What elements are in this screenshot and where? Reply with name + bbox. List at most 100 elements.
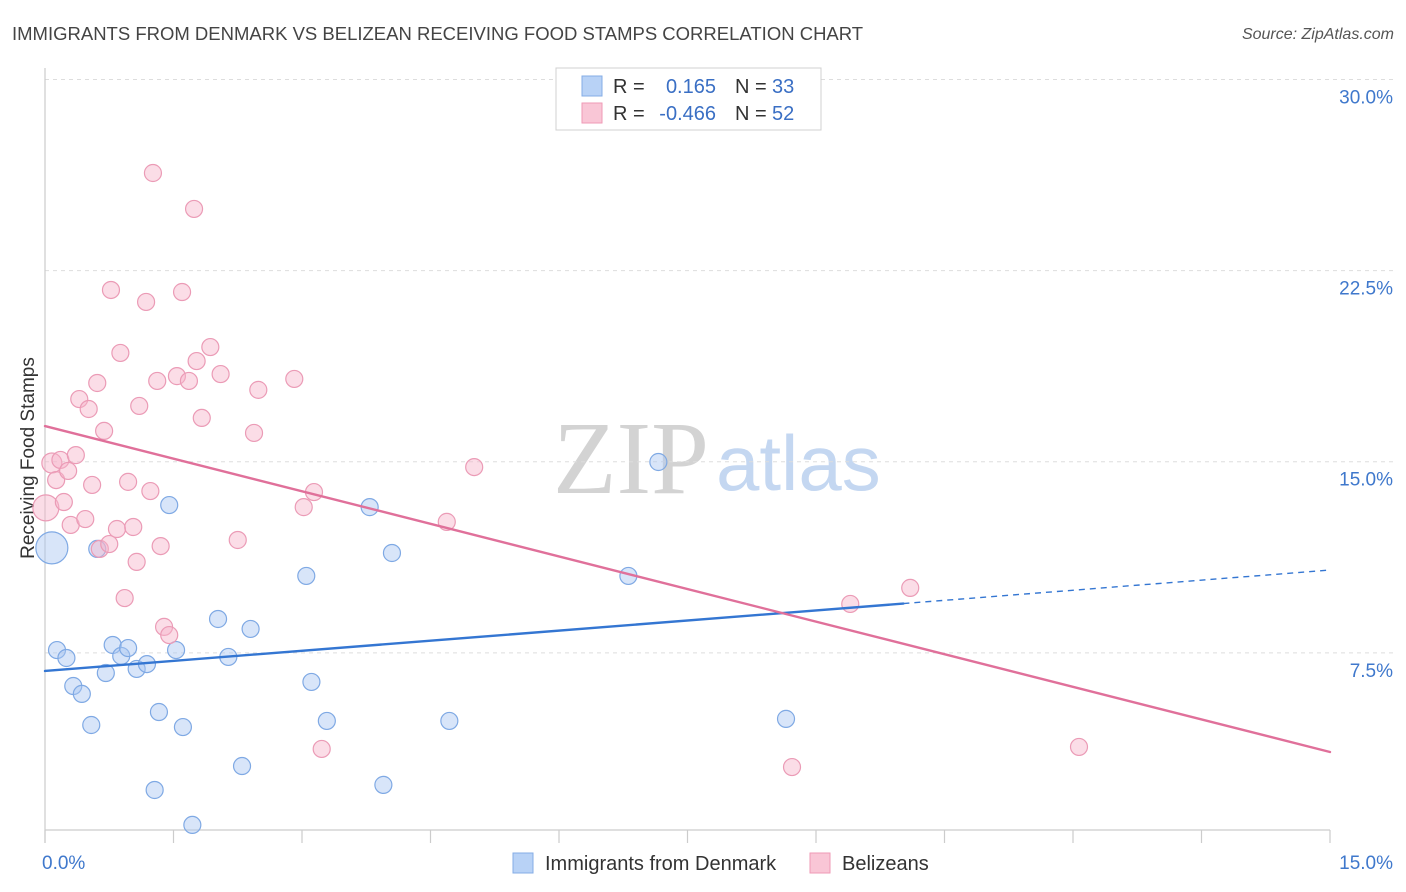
belizean-point — [32, 494, 60, 522]
trend-layer — [43, 424, 1332, 754]
x-tick-label: 15.0% — [1339, 853, 1393, 874]
belizean-point — [79, 399, 98, 419]
belizean-point — [172, 282, 192, 302]
belizean-point — [136, 292, 156, 312]
denmark-trend-line-extension — [903, 569, 1331, 605]
belizean-point — [54, 492, 73, 512]
belizean-point — [841, 594, 860, 614]
belizean-point — [83, 475, 102, 495]
legend-n-label: N = — [735, 103, 767, 125]
denmark-point — [649, 452, 668, 472]
series-legend-swatch-denmark — [512, 852, 534, 874]
chart-title: IMMIGRANTS FROM DENMARK VS BELIZEAN RECE… — [12, 23, 863, 44]
belizean-point — [115, 588, 134, 608]
belizean-point — [192, 408, 211, 428]
legend-r-label: R = — [613, 76, 645, 98]
belizean-point — [184, 199, 204, 219]
belizean-point — [130, 396, 149, 416]
denmark-point — [374, 775, 393, 794]
legend-n-value-belizean: 52 — [772, 103, 794, 125]
denmark-point — [96, 663, 115, 683]
series-legend-label-denmark: Immigrants from Denmark — [545, 853, 777, 875]
denmark-point — [382, 543, 402, 563]
belizean-point — [59, 461, 78, 481]
y-tick-label: 15.0% — [1339, 470, 1393, 491]
y-tick-label: 30.0% — [1339, 87, 1393, 108]
belizean-point — [160, 625, 179, 645]
belizean-point — [167, 367, 187, 386]
belizean-point — [465, 457, 484, 477]
denmark-point — [241, 619, 260, 639]
denmark-point — [173, 717, 193, 737]
watermark: ZIP atlas — [553, 401, 881, 516]
belizean-point — [101, 280, 121, 300]
legend-r-label: R = — [613, 103, 645, 125]
belizean-point — [100, 534, 119, 554]
belizean-point — [66, 446, 85, 465]
correlation-legend: R = 0.165 N = 33 R = -0.466 N = 52 — [555, 67, 822, 131]
belizean-point — [148, 371, 167, 391]
belizean-point — [107, 519, 127, 539]
belizean-point — [211, 364, 230, 384]
series-legend-swatch-belizean — [809, 852, 831, 874]
legend-r-value-denmark: 0.165 — [666, 76, 716, 98]
belizean-point — [90, 539, 109, 559]
denmark-point — [166, 640, 186, 660]
belizean-point — [141, 481, 160, 501]
series-legend-label-belizean: Belizeans — [842, 853, 929, 875]
denmark-point — [160, 495, 179, 515]
y-tick-label: 7.5% — [1350, 661, 1393, 682]
belizean-point — [201, 337, 220, 357]
denmark-point — [57, 648, 76, 668]
denmark-point — [297, 566, 316, 586]
legend-swatch-belizean — [581, 102, 603, 124]
belizean-point — [88, 373, 107, 393]
belizean-point — [47, 470, 66, 490]
belizean-point — [151, 536, 170, 556]
belizean-point — [111, 343, 130, 363]
denmark-point — [82, 715, 101, 735]
belizean-point — [95, 421, 114, 441]
belizean-point — [228, 530, 247, 550]
belizean-trend-line — [43, 424, 1332, 754]
denmark-point — [118, 638, 138, 658]
belizean-point — [1069, 737, 1089, 757]
denmark-point — [35, 531, 69, 565]
belizean-point — [76, 509, 95, 529]
denmark-point — [208, 609, 228, 629]
belizean-point — [901, 578, 920, 597]
denmark-point — [776, 709, 796, 728]
denmark-point — [183, 815, 202, 835]
legend-swatch-denmark — [581, 75, 603, 97]
belizean-point — [70, 389, 89, 409]
grid-layer: 7.5% 15.0% 22.5% 30.0% — [45, 78, 1393, 682]
belizean-point — [244, 423, 264, 443]
belizean-point — [782, 757, 802, 777]
denmark-point — [440, 711, 459, 731]
belizean-point — [249, 380, 268, 399]
y-tick-label: 22.5% — [1339, 279, 1393, 300]
belizean-point — [285, 369, 304, 389]
belizean-point — [187, 351, 206, 371]
belizean-point — [312, 739, 331, 759]
belizean-point — [124, 517, 143, 537]
series-legend: Immigrants from Denmark Belizeans — [512, 852, 929, 875]
belizean-point — [179, 371, 199, 391]
denmark-trend-line — [43, 602, 905, 673]
belizean-point — [127, 552, 146, 571]
watermark-atlas: atlas — [716, 419, 881, 507]
x-tick-label: 0.0% — [42, 853, 85, 874]
denmark-point — [232, 756, 252, 776]
denmark-point — [72, 684, 91, 704]
legend-n-label: N = — [735, 76, 767, 98]
denmark-point — [149, 702, 169, 722]
denmark-point — [302, 672, 321, 692]
source-credit: Source: ZipAtlas.com — [1242, 26, 1394, 43]
belizean-point — [294, 498, 313, 517]
belizean-point — [143, 163, 163, 183]
watermark-zip: ZIP — [553, 401, 709, 516]
denmark-point — [317, 711, 336, 731]
legend-n-value-denmark: 33 — [772, 76, 794, 98]
y-axis-label: Receiving Food Stamps — [18, 357, 39, 559]
